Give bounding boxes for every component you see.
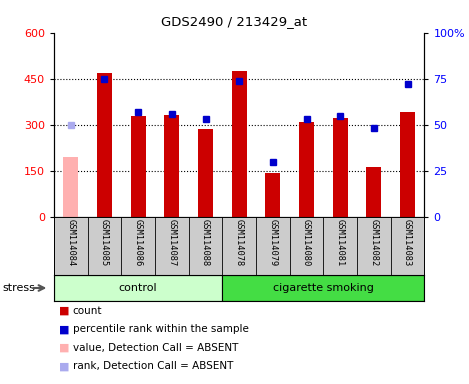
Bar <box>164 115 180 217</box>
Bar <box>130 116 146 217</box>
Bar <box>54 275 222 301</box>
Text: GSM114087: GSM114087 <box>167 219 176 266</box>
Bar <box>97 73 112 217</box>
Text: GSM114079: GSM114079 <box>268 219 277 266</box>
Text: GSM114080: GSM114080 <box>302 219 311 266</box>
Text: GDS2490 / 213429_at: GDS2490 / 213429_at <box>161 15 308 28</box>
Bar <box>333 118 348 217</box>
Text: value, Detection Call = ABSENT: value, Detection Call = ABSENT <box>73 343 238 353</box>
Text: GSM114085: GSM114085 <box>100 219 109 266</box>
Text: GSM114078: GSM114078 <box>234 219 244 266</box>
Text: GSM114083: GSM114083 <box>403 219 412 266</box>
Text: ■: ■ <box>59 306 69 316</box>
Text: cigarette smoking: cigarette smoking <box>273 283 374 293</box>
Text: rank, Detection Call = ABSENT: rank, Detection Call = ABSENT <box>73 361 233 371</box>
Bar <box>63 157 78 217</box>
Text: ■: ■ <box>59 343 69 353</box>
Bar <box>222 275 424 301</box>
Bar <box>232 71 247 217</box>
Text: percentile rank within the sample: percentile rank within the sample <box>73 324 249 334</box>
Text: GSM114086: GSM114086 <box>134 219 143 266</box>
Text: ■: ■ <box>59 361 69 371</box>
Bar <box>299 122 314 217</box>
Bar <box>400 112 415 217</box>
Text: GSM114082: GSM114082 <box>370 219 378 266</box>
Bar <box>366 167 381 217</box>
Text: control: control <box>119 283 158 293</box>
Text: GSM114088: GSM114088 <box>201 219 210 266</box>
Text: stress: stress <box>2 283 35 293</box>
Text: GSM114081: GSM114081 <box>336 219 345 266</box>
Bar <box>198 129 213 217</box>
Bar <box>265 173 280 217</box>
Text: count: count <box>73 306 102 316</box>
Text: ■: ■ <box>59 324 69 334</box>
Text: GSM114084: GSM114084 <box>66 219 76 266</box>
